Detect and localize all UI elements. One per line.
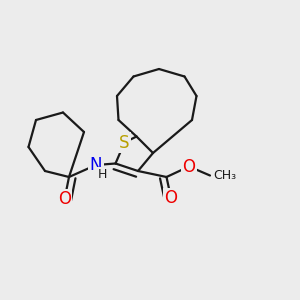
- Text: O: O: [58, 190, 71, 208]
- Text: CH₃: CH₃: [214, 169, 237, 182]
- Text: S: S: [119, 134, 130, 152]
- Text: O: O: [164, 189, 178, 207]
- Text: O: O: [182, 158, 196, 175]
- Text: H: H: [98, 167, 107, 181]
- Text: N: N: [90, 156, 102, 174]
